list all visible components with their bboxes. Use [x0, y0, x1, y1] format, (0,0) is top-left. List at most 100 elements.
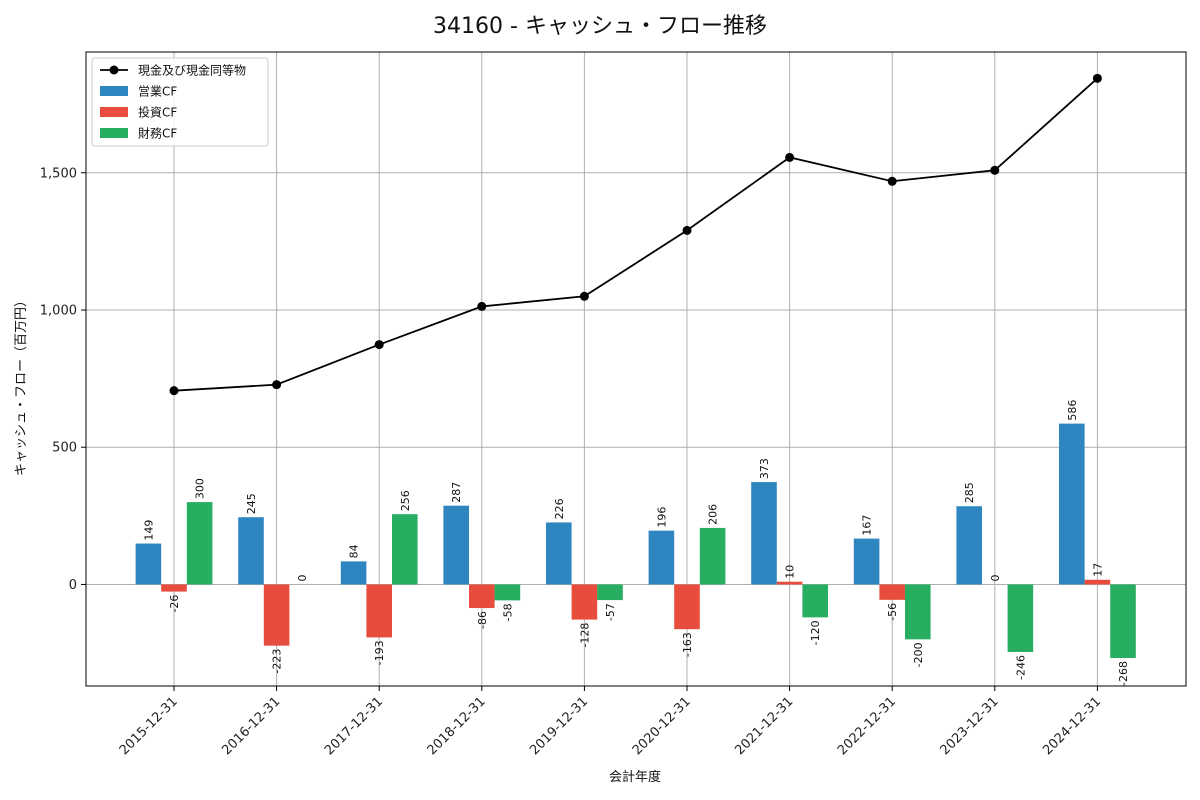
y-tick-label: 0 — [69, 578, 77, 593]
axes: 0 500 1,000 1,500 2015-12-31 2016-12-31 2017-1… — [40, 166, 1104, 758]
bar-value-label: 245 — [245, 493, 258, 514]
bar-営業CF — [238, 517, 264, 585]
cash-point — [1092, 73, 1102, 83]
bar-value-label: 10 — [784, 565, 797, 579]
bar-value-label: -268 — [1117, 661, 1130, 686]
bar-投資CF — [366, 584, 392, 638]
bar-財務CF — [494, 584, 521, 601]
bar-value-label: -58 — [501, 603, 514, 621]
bar-value-label: 17 — [1091, 563, 1104, 577]
bar-投資CF — [469, 584, 495, 609]
x-tick-label: 2016-12-31 — [219, 694, 283, 758]
chart-title: 34160 - キャッシュ・フロー推移 — [433, 14, 767, 39]
cash-point — [579, 291, 589, 301]
x-tick-label: 2015-12-31 — [117, 694, 181, 758]
y-tick-label: 500 — [52, 441, 77, 456]
bar-value-label: 167 — [861, 515, 874, 536]
y-axis-title: キャッシュ・フロー（百万円） — [14, 294, 29, 476]
bar-財務CF — [392, 514, 418, 585]
bar-value-label: 196 — [655, 507, 668, 528]
bar-value-label: 84 — [348, 544, 361, 558]
cash-point — [477, 301, 487, 311]
cash-point — [169, 386, 179, 396]
legend-label: 現金及び現金同等物 — [138, 63, 246, 78]
x-tick-label: 2023-12-31 — [938, 694, 1002, 758]
bar-財務CF — [1007, 584, 1034, 652]
cash-point — [272, 380, 282, 390]
legend-bar-swatch — [100, 128, 128, 138]
bar-財務CF — [802, 584, 828, 618]
y-tick-label: 1,000 — [40, 303, 77, 318]
bar-投資CF — [776, 581, 803, 585]
bar-value-label: -246 — [1014, 655, 1027, 680]
legend-box — [91, 57, 269, 147]
bar-value-label: -163 — [681, 632, 694, 657]
bar-value-label: -56 — [886, 603, 899, 621]
bar-value-label: -57 — [604, 603, 617, 621]
bar-value-label: -128 — [578, 623, 591, 648]
bar-営業CF — [751, 482, 777, 585]
bar-営業CF — [648, 530, 675, 585]
cash-point — [990, 165, 1000, 175]
bar-value-label: -120 — [809, 620, 822, 645]
bar-value-label: 586 — [1066, 400, 1079, 421]
bar-営業CF — [443, 505, 469, 585]
bar-投資CF — [571, 584, 598, 620]
bar-営業CF — [956, 506, 982, 585]
cash-line — [169, 73, 1102, 396]
bar-投資CF — [161, 584, 187, 592]
bar-value-label: 300 — [194, 478, 207, 499]
legend-bar-swatch — [100, 107, 128, 117]
bar-labels: 149 245 84 287 226 196 373 167 285 586 -26 -223 -193… — [142, 400, 1130, 686]
x-tick-label: 2024-12-31 — [1040, 694, 1104, 758]
cash-point — [374, 340, 384, 350]
bar-value-label: 226 — [553, 498, 566, 519]
cash-point — [682, 225, 692, 235]
bar-value-label: 206 — [707, 504, 720, 525]
bar-value-label: 285 — [963, 482, 976, 503]
bar-投資CF — [263, 584, 290, 646]
bar-value-label: 0 — [296, 574, 309, 581]
bar-財務CF — [186, 502, 213, 585]
bar-value-label: 287 — [450, 482, 463, 503]
bar-投資CF — [1084, 579, 1111, 585]
legend-label: 投資CF — [138, 105, 177, 120]
bar-value-label: -200 — [912, 642, 925, 667]
x-tick-label: 2020-12-31 — [630, 694, 694, 758]
bar-投資CF — [674, 584, 700, 630]
bar-財務CF — [597, 584, 623, 601]
plot-frame — [85, 51, 1187, 687]
legend-marker — [109, 65, 119, 75]
legend-bar-swatch — [100, 86, 128, 96]
bar-投資CF — [879, 584, 905, 600]
bar-value-label: -223 — [271, 649, 284, 674]
cash-point — [887, 176, 897, 186]
bar-営業CF — [546, 522, 572, 585]
bar-value-label: -193 — [373, 640, 386, 665]
cash-point — [785, 152, 795, 162]
bar-営業CF — [340, 561, 367, 585]
x-tick-label: 2017-12-31 — [322, 694, 386, 758]
bar-value-label: 149 — [142, 520, 155, 541]
bar-value-label: -86 — [476, 611, 489, 629]
legend-label: 営業CF — [138, 85, 177, 99]
bar-営業CF — [1059, 423, 1085, 585]
bar-財務CF — [1110, 584, 1136, 659]
bar-value-label: 256 — [399, 490, 412, 511]
x-tick-label: 2021-12-31 — [732, 694, 796, 758]
bar-value-label: 373 — [758, 458, 771, 479]
bar-value-label: 0 — [989, 574, 1002, 581]
bar-営業CF — [853, 538, 880, 585]
x-tick-label: 2019-12-31 — [527, 694, 591, 758]
bar-財務CF — [905, 584, 931, 640]
bar-財務CF — [699, 527, 726, 585]
x-axis-title: 会計年度 — [609, 769, 661, 785]
bar-営業CF — [135, 543, 162, 585]
y-tick-label: 1,500 — [40, 166, 77, 181]
x-tick-label: 2022-12-31 — [835, 694, 899, 758]
bar-value-label: -26 — [168, 595, 181, 613]
cash-series-line — [173, 77, 1099, 392]
x-tick-label: 2018-12-31 — [425, 694, 489, 758]
